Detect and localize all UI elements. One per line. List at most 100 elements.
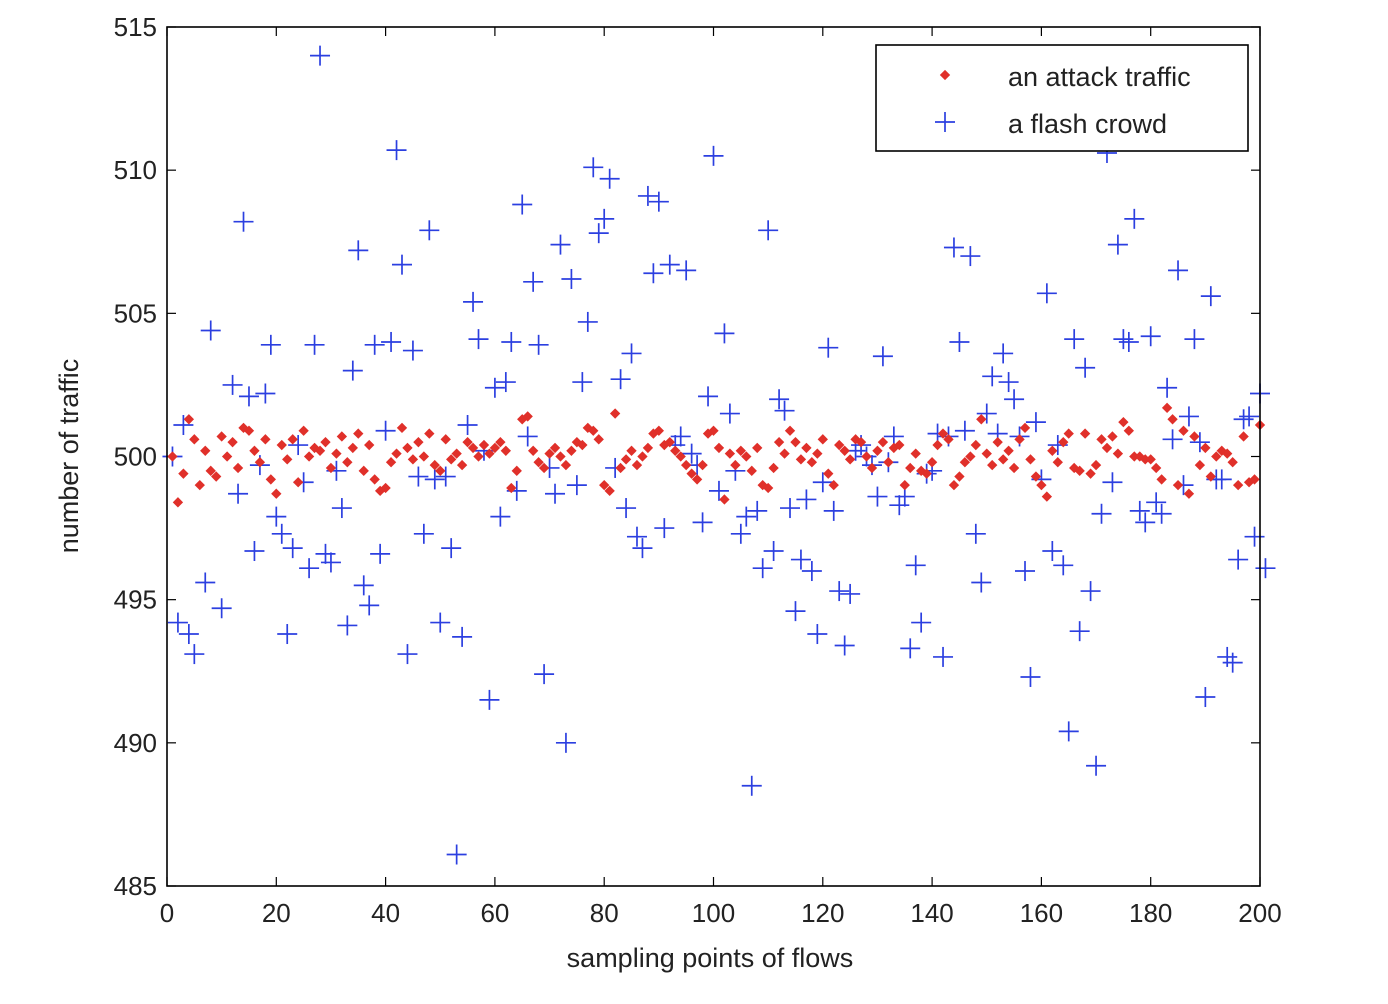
flash-crowd-point — [1118, 331, 1139, 352]
flash-crowd-point — [545, 483, 566, 504]
flash-crowd-point — [659, 254, 680, 275]
attack-traffic-point — [249, 445, 260, 456]
attack-traffic-point — [899, 479, 910, 491]
flash-crowd-point — [1151, 503, 1172, 524]
attack-traffic-point — [451, 448, 462, 459]
x-tick-label: 180 — [1129, 898, 1172, 928]
attack-traffic-point — [1145, 454, 1156, 465]
flash-crowd-point — [413, 523, 434, 544]
flash-crowd-point — [178, 624, 199, 645]
flash-crowd-point — [222, 374, 243, 395]
flash-crowd-point — [490, 506, 511, 527]
attack-traffic-point — [839, 445, 850, 456]
attack-traffic-point — [943, 434, 954, 445]
attack-traffic-point — [1079, 428, 1091, 439]
attack-traffic-point — [1183, 488, 1195, 499]
attack-traffic-point — [582, 422, 593, 434]
attack-traffic-point — [675, 451, 686, 462]
flash-crowd-point — [1178, 406, 1199, 427]
flash-crowd-point — [353, 575, 374, 596]
x-tick-label: 20 — [262, 898, 291, 928]
attack-traffic-point — [1189, 431, 1200, 442]
flash-crowd-point — [774, 400, 795, 421]
flash-crowd-point — [823, 500, 844, 521]
attack-traffic-point — [834, 439, 845, 451]
x-axis-label: sampling points of flows — [567, 943, 854, 973]
attack-traffic-point — [631, 459, 643, 471]
attack-traffic-point — [910, 448, 921, 459]
attack-traffic-point — [538, 462, 550, 474]
attack-traffic-point — [713, 442, 725, 454]
attack-traffic-point — [407, 454, 419, 465]
flash-crowd-point — [588, 223, 609, 244]
attack-traffic-point — [221, 451, 233, 462]
attack-traffic-point — [527, 445, 539, 456]
attack-traffic-point — [1069, 462, 1080, 474]
attack-traffic-point — [238, 422, 249, 434]
flash-crowd-point — [1189, 432, 1210, 453]
attack-traffic-point — [429, 459, 440, 471]
legend-marker-attack-traffic — [939, 69, 951, 81]
flash-crowd-point — [534, 664, 555, 685]
x-tick-label: 120 — [801, 898, 844, 928]
flash-crowd-point — [337, 615, 358, 636]
x-tick-label: 80 — [590, 898, 619, 928]
flash-crowd-point — [277, 624, 298, 645]
flash-crowd-point — [1228, 549, 1249, 570]
flash-crowd-point — [1075, 357, 1096, 378]
y-tick-label: 505 — [114, 298, 157, 328]
flash-crowd-point — [173, 415, 194, 436]
flash-crowd-point — [976, 403, 997, 424]
attack-traffic-point — [746, 465, 757, 476]
attack-traffic-point — [795, 454, 807, 465]
attack-traffic-point — [872, 445, 883, 456]
flash-crowd-point — [484, 377, 505, 398]
attack-traffic-point — [806, 457, 818, 468]
attack-traffic-point — [353, 428, 364, 439]
flash-crowd-point — [441, 538, 462, 559]
attack-traffic-point — [976, 414, 987, 425]
flash-crowd-point — [577, 311, 598, 332]
flash-crowd-point — [386, 140, 407, 161]
attack-traffic-point — [347, 442, 358, 454]
flash-crowd-point — [495, 372, 516, 393]
tick-labels: 0 20 40 60 80 100 120 140 160 180 200 485 490 495 500 5… — [114, 12, 1282, 928]
flash-crowd-point — [561, 268, 582, 289]
attack-traffic-point — [200, 445, 211, 456]
attack-traffic-point — [877, 437, 889, 448]
flash-crowd-point — [402, 340, 423, 361]
flash-crowd-point — [905, 555, 926, 576]
attack-traffic-point — [1008, 462, 1020, 474]
legend-box — [875, 44, 1249, 152]
y-tick-label: 485 — [114, 871, 157, 901]
flash-crowd-point — [233, 211, 254, 232]
attack-traffic-point — [276, 439, 287, 451]
attack-traffic-point — [560, 459, 572, 471]
attack-traffic-point — [500, 445, 511, 456]
flash-crowd-point — [457, 415, 478, 436]
attack-traffic-point — [331, 448, 342, 459]
flash-crowd-point — [1124, 208, 1145, 229]
flash-crowd-point — [184, 644, 205, 665]
attack-traffic-point — [1172, 479, 1184, 491]
attack-traffic-point — [997, 454, 1009, 465]
attack-traffic-point — [364, 439, 375, 451]
flash-crowd-point — [1140, 326, 1161, 347]
flash-crowd-point — [594, 208, 615, 229]
attack-traffic-point — [194, 479, 205, 491]
attack-traffic-point — [473, 451, 484, 462]
attack-traffic-point — [937, 428, 949, 439]
attack-traffic-point — [1238, 431, 1249, 442]
attack-traffic-point — [342, 457, 353, 468]
flash-crowd-point — [260, 334, 281, 355]
attack-traffic-point — [697, 459, 708, 471]
attack-traffic-point — [1178, 425, 1189, 436]
flash-crowd-point — [949, 331, 970, 352]
flash-crowd-point — [632, 538, 653, 559]
flash-crowd-point — [228, 483, 249, 504]
flash-crowd-point — [1025, 412, 1046, 433]
flash-crowd-point — [698, 386, 719, 407]
flash-crowd-point — [1091, 503, 1112, 524]
attack-traffic-point — [1090, 459, 1102, 471]
